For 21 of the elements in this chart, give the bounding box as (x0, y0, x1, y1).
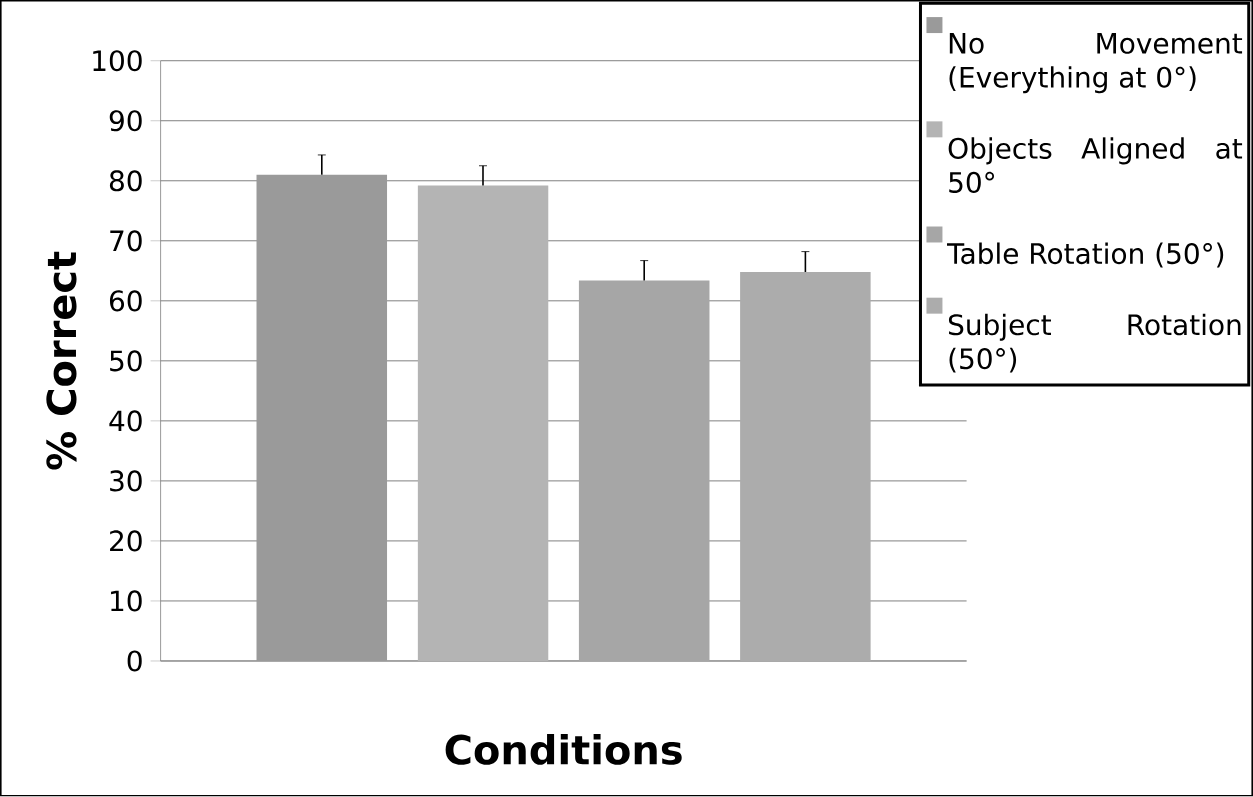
y-tick-label: 70 (110, 230, 142, 252)
y-tick-label: 60 (109, 290, 142, 312)
legend-label: No Movement (Everything at 0°) (949, 33, 1243, 94)
x-axis-title: Conditions (445, 734, 682, 766)
y-axis-title: % Correct (46, 251, 77, 470)
y-tick-label: 80 (109, 170, 142, 192)
bar (417, 185, 549, 662)
y-tick-label: 30 (110, 470, 142, 492)
y-tick-label: 50 (110, 350, 142, 372)
y-tick-label: 20 (110, 530, 142, 552)
legend-label: Subject Rotation (50°) (948, 313, 1241, 373)
y-tick-label: 100 (93, 50, 142, 72)
y-tick-label: 90 (109, 110, 142, 132)
bar (740, 272, 871, 662)
bar (578, 280, 710, 662)
legend-label: Table Rotation (50°) (947, 242, 1224, 268)
bar (256, 174, 388, 662)
legend-label: Objects Aligned at 50° (948, 137, 1243, 194)
y-tick-label: 0 (127, 650, 142, 672)
y-tick-label: 10 (111, 590, 142, 612)
y-tick-label: 40 (109, 410, 142, 432)
